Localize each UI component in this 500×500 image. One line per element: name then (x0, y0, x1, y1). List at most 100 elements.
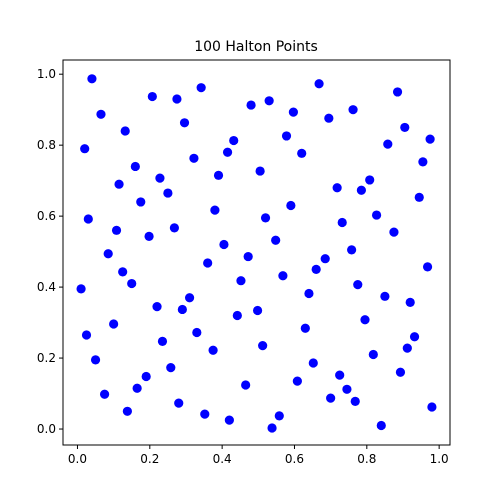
data-point (130, 161, 140, 172)
data-point (196, 83, 206, 93)
data-point (342, 384, 352, 394)
data-point (90, 355, 101, 365)
data-point (224, 415, 234, 425)
data-point (246, 100, 256, 110)
data-point (409, 332, 420, 342)
data-point (80, 144, 90, 154)
data-point (222, 147, 233, 157)
data-point (219, 239, 229, 250)
data-point (174, 398, 184, 408)
data-point (350, 396, 360, 406)
data-point (166, 363, 176, 373)
data-point (371, 210, 382, 220)
data-point (260, 213, 271, 223)
data-point (236, 276, 246, 286)
y-tick-label: 0.0 (37, 422, 56, 436)
data-point (425, 134, 435, 144)
data-point (326, 393, 336, 403)
data-point (347, 245, 357, 255)
data-point (208, 345, 218, 355)
chart-title: 100 Halton Points (194, 39, 318, 55)
data-point (136, 197, 146, 207)
data-point (389, 227, 399, 237)
data-point (365, 175, 375, 185)
data-point (163, 188, 173, 198)
data-point (281, 131, 292, 141)
data-point (144, 231, 154, 241)
data-point (243, 251, 253, 262)
data-point (109, 319, 119, 329)
data-point (200, 409, 210, 419)
x-tick-label: 0.6 (285, 452, 304, 466)
data-point (114, 179, 124, 189)
data-point (402, 343, 412, 353)
data-point (356, 185, 366, 195)
data-point (308, 358, 318, 368)
data-point (147, 91, 157, 102)
data-point (96, 109, 106, 119)
data-point (383, 139, 393, 149)
data-point (286, 200, 296, 211)
data-point (368, 349, 378, 360)
y-tick-label: 0.2 (37, 351, 56, 365)
data-point (141, 371, 151, 382)
data-point (264, 96, 274, 106)
data-point (118, 267, 128, 277)
data-point (184, 293, 195, 303)
data-point (155, 173, 165, 183)
x-tick-label: 0.0 (68, 452, 87, 466)
data-point (324, 113, 334, 123)
data-point (203, 258, 213, 268)
data-point (111, 225, 122, 235)
x-tick-label: 0.4 (213, 452, 232, 466)
y-tick-label: 0.4 (37, 280, 56, 294)
data-point (337, 217, 347, 228)
data-point (292, 376, 302, 386)
data-point (120, 126, 130, 136)
data-point (400, 122, 410, 133)
data-point (157, 336, 168, 346)
data-point (360, 315, 370, 325)
data-point (252, 305, 263, 316)
data-point (418, 157, 428, 167)
data-point (288, 107, 298, 117)
data-point (255, 166, 265, 176)
data-point (76, 284, 86, 294)
data-point (103, 249, 113, 259)
data-point (376, 420, 386, 431)
data-point (213, 170, 224, 180)
axes-frame (62, 59, 451, 446)
data-points (76, 74, 437, 433)
data-point (132, 383, 142, 393)
data-point (99, 389, 110, 399)
data-point (87, 74, 97, 84)
axis-ticks: 0.0 0.2 0.4 0.6 0.8 1.0 0.0 0.2 0.4 0.6 0.8 1.0 (37, 67, 449, 466)
x-tick-label: 1.0 (430, 452, 449, 466)
data-point (241, 380, 251, 390)
data-point (258, 341, 268, 351)
data-point (314, 79, 324, 89)
data-point (300, 323, 310, 333)
data-point (152, 302, 162, 312)
data-point (192, 327, 202, 338)
data-point (179, 118, 190, 128)
data-point (320, 254, 330, 264)
data-point (392, 87, 403, 97)
data-point (172, 94, 182, 104)
data-point (311, 264, 321, 274)
data-point (210, 205, 220, 215)
data-point (335, 370, 345, 380)
data-point (422, 262, 433, 272)
y-tick-label: 0.6 (37, 209, 56, 223)
data-point (304, 288, 314, 299)
data-point (177, 304, 187, 315)
x-tick-label: 0.2 (140, 452, 159, 466)
data-point (380, 291, 390, 301)
data-point (229, 135, 239, 146)
data-point (81, 330, 92, 340)
data-point (169, 223, 179, 233)
data-point (189, 153, 199, 163)
data-point (353, 280, 363, 290)
